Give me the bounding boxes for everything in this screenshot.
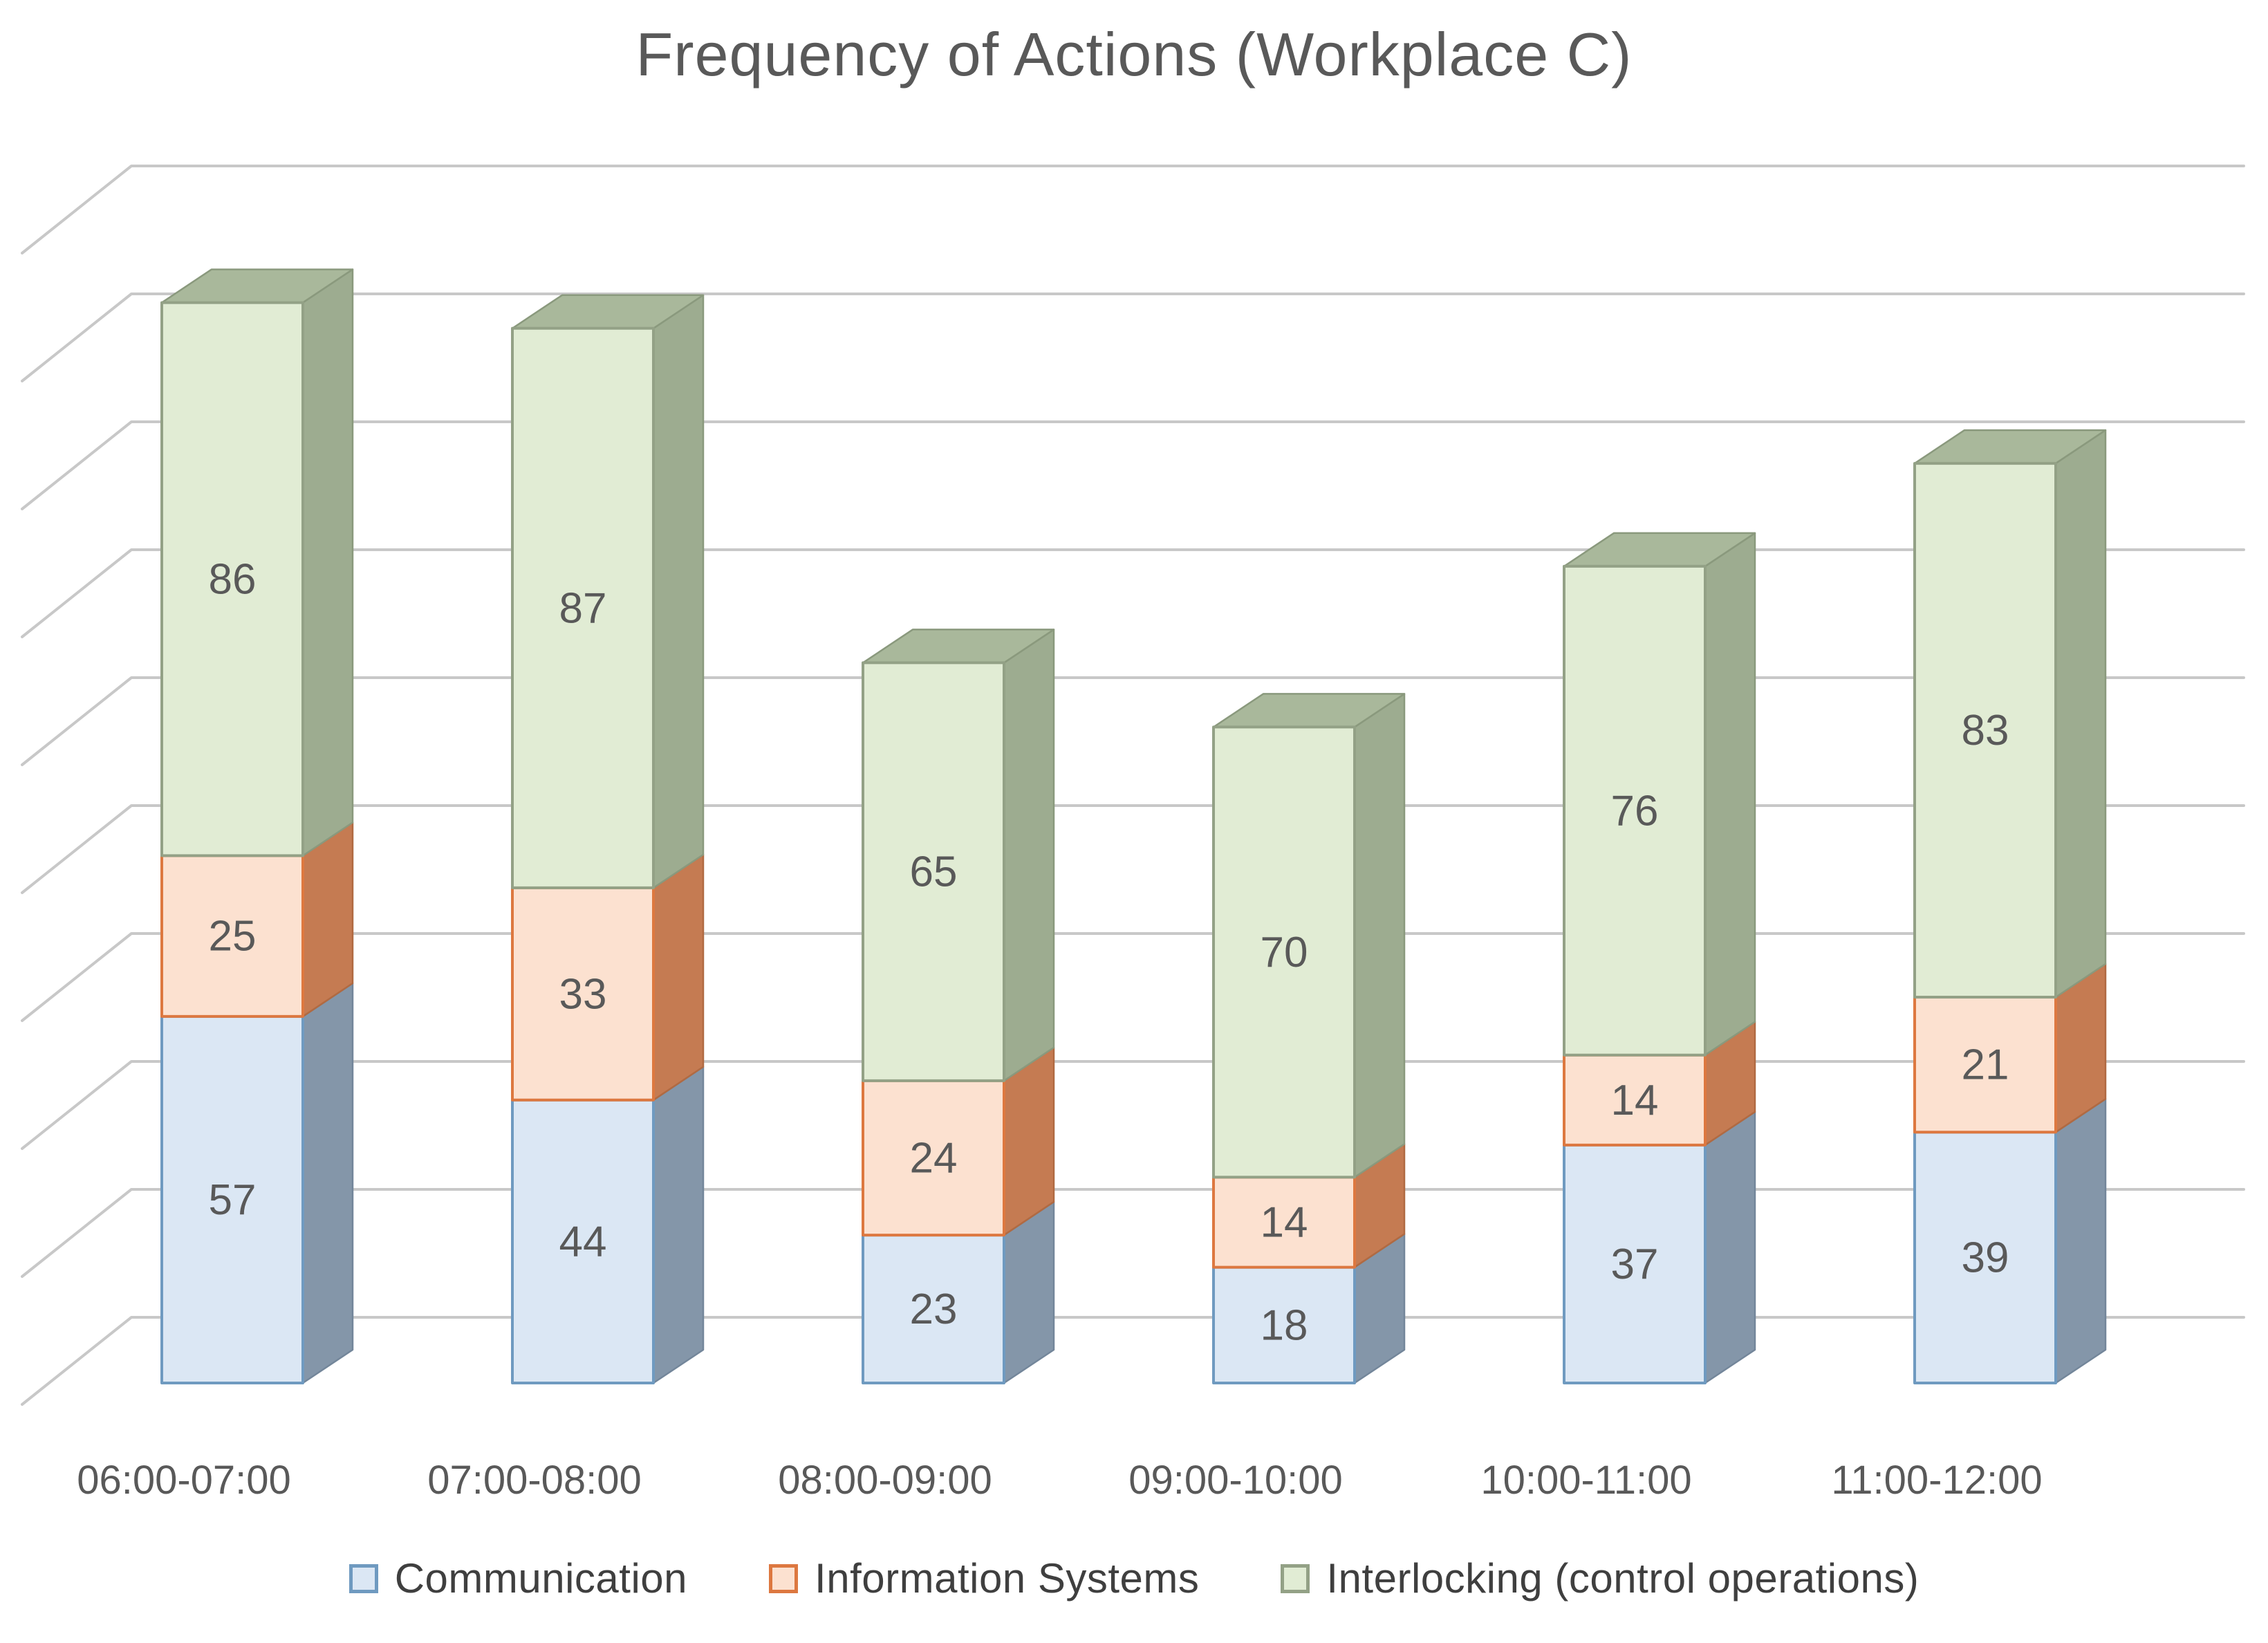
data-label: 83 [1962, 707, 2009, 754]
bar-segment-side [652, 1066, 705, 1384]
legend-label: Communication [394, 1555, 688, 1602]
bar-segment-side [1704, 1111, 1756, 1384]
bar-segment-front [1563, 1053, 1707, 1147]
grid-line [21, 420, 2245, 510]
data-label: 21 [1962, 1041, 2009, 1089]
bar-segment-front [1212, 1265, 1356, 1384]
data-label: 14 [1261, 1199, 1308, 1247]
grid-line [21, 804, 2245, 894]
gridlines [21, 165, 2245, 1406]
data-label: 87 [559, 584, 607, 632]
bar-group: 23 24 65 [862, 629, 1055, 1384]
data-label: 86 [209, 556, 257, 604]
legend-item: Interlocking (control operations) [1281, 1554, 1919, 1602]
x-axis-label: 07:00-08:00 [427, 1458, 642, 1503]
legend-swatch-icon [1281, 1563, 1310, 1593]
bar-segment-front [862, 1079, 1005, 1237]
bar-segment-side [1003, 629, 1055, 1082]
grid-line [21, 1188, 2245, 1278]
data-label: 37 [1611, 1241, 1659, 1288]
bar-segment-front [1563, 564, 1707, 1057]
bar-segment-front [1563, 1143, 1707, 1385]
grid-line [21, 165, 2245, 254]
bar-segment-front [511, 886, 655, 1102]
legend-item: Communication [348, 1554, 688, 1602]
data-label: 70 [1261, 929, 1308, 976]
data-label: 25 [209, 913, 257, 960]
bar-segment-front [511, 326, 655, 889]
legend-swatch-icon [348, 1563, 378, 1593]
legend-swatch-icon [769, 1563, 799, 1593]
grid-line [21, 293, 2245, 382]
bar-segment-front [1212, 725, 1356, 1179]
legend-label: Information Systems [815, 1555, 1200, 1602]
bar-segment-front [160, 1014, 304, 1384]
grid-line [21, 1316, 2245, 1406]
legend: Communication Information Systems Interloc… [0, 1554, 2268, 1602]
legend-label: Interlocking (control operations) [1326, 1555, 1920, 1602]
bar-segment-side [2054, 1098, 2107, 1384]
bar-segment-side [301, 268, 354, 857]
data-label: 44 [559, 1218, 607, 1265]
bar-group: 37 14 76 [1563, 532, 1756, 1385]
data-label: 76 [1611, 787, 1659, 835]
bar-segment-front [1913, 1131, 2057, 1385]
bar-segment-side [652, 294, 705, 889]
grid-line [21, 548, 2245, 638]
bar-segment-side [652, 853, 705, 1102]
bar-segment-front [1212, 1176, 1356, 1269]
grid-line [21, 1060, 2245, 1150]
data-label: 57 [209, 1176, 257, 1224]
data-label: 14 [1611, 1077, 1659, 1124]
bars: 57 25 86 44 33 87 23 24 65 18 14 70 37 14 76 39 21 83 [160, 268, 2107, 1385]
x-axis-label: 06:00-07:00 [77, 1458, 291, 1503]
data-label: 24 [910, 1135, 958, 1182]
bar-segment-front [862, 1234, 1005, 1384]
data-label: 23 [910, 1285, 958, 1333]
x-axis-label: 08:00-09:00 [778, 1458, 992, 1503]
data-label: 33 [559, 970, 607, 1018]
grid-line [21, 676, 2245, 766]
bar-segment-side [1704, 532, 1756, 1056]
bar-segment-front [160, 301, 304, 857]
bar-segment-front [511, 1098, 655, 1385]
bar-group: 18 14 70 [1212, 693, 1406, 1384]
bar-segment-side [1353, 693, 1406, 1178]
x-axis-label: 09:00-10:00 [1128, 1458, 1343, 1503]
legend-item: Information Systems [769, 1554, 1199, 1602]
x-axis-label: 11:00-12:00 [1831, 1458, 2042, 1503]
bar-group: 44 33 87 [511, 294, 705, 1385]
data-label: 65 [910, 848, 958, 896]
bar-segment-side [2054, 429, 2107, 999]
bar-segment-front [862, 661, 1005, 1082]
x-axis-label: 10:00-11:00 [1480, 1458, 1691, 1503]
chart-title: Frequency of Actions (Workplace C) [635, 20, 1633, 89]
bar-segment-front [1913, 462, 2057, 999]
x-axis-labels: 06:00-07:00 07:00-08:00 08:00-09:00 09:00-1… [77, 1458, 2042, 1503]
data-label: 18 [1261, 1301, 1308, 1349]
bar-group: 57 25 86 [160, 268, 354, 1384]
data-label: 39 [1962, 1234, 2009, 1282]
bar-segment-side [301, 982, 354, 1384]
grid-line [21, 932, 2245, 1022]
bar-group: 39 21 83 [1913, 429, 2107, 1385]
